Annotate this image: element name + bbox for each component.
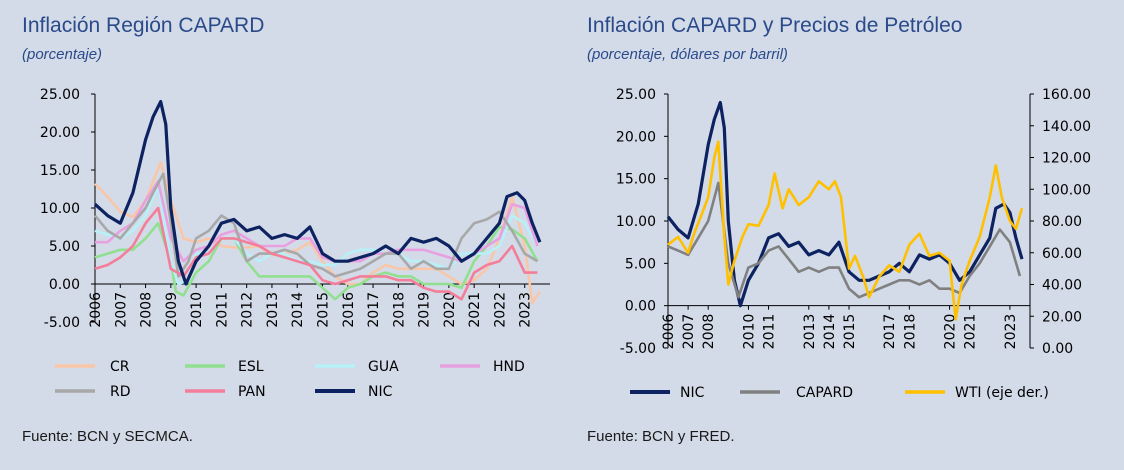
left-legend-label-pan: PAN: [238, 384, 266, 400]
left-series-pan: [94, 206, 538, 301]
left-chart-title: Inflación Región CAPARD: [22, 14, 265, 37]
right-y2-tick-label: 140.00: [1042, 119, 1091, 135]
left-series-nic: [93, 99, 542, 286]
left-x-tick-label: 2020: [442, 292, 458, 328]
left-x-tick-label: 2023: [518, 292, 534, 328]
left-y-tick-label: 10.00: [40, 201, 80, 217]
left-x-tick-label: 2021: [467, 292, 483, 328]
left-x-tick-label: 2017: [366, 292, 382, 328]
left-series-esl: [94, 221, 539, 301]
right-x-tick-label: 2007: [681, 314, 697, 350]
right-y2-tick-label: 40.00: [1042, 278, 1082, 294]
right-y2-tick-label: 100.00: [1042, 182, 1091, 198]
left-legend-label-esl: ESL: [238, 359, 264, 375]
left-x-tick-label: 2006: [88, 292, 104, 328]
left-x-tick-label: 2009: [164, 292, 180, 328]
right-x-tick-label: 2020: [943, 314, 959, 350]
left-x-tick-label: 2022: [492, 292, 508, 328]
right-legend-label-capard: CAPARD: [796, 385, 853, 401]
right-y-tick-label: 20.00: [616, 129, 656, 145]
right-x-tick-label: 2011: [762, 314, 778, 350]
left-chart-subtitle: (porcentaje): [22, 46, 103, 63]
right-source-note: Fuente: BCN y FRED.: [587, 428, 735, 445]
left-y-tick-label: 15.00: [40, 163, 80, 179]
right-x-tick-label: 2018: [902, 314, 918, 350]
left-legend-label-hnd: HND: [493, 359, 525, 375]
left-x-tick-label: 2011: [214, 292, 230, 328]
left-series-rd: [93, 172, 539, 278]
right-y2-tick-label: 80.00: [1042, 214, 1082, 230]
right-x-tick-label: 2010: [741, 314, 757, 350]
left-y-tick-label: -5.00: [44, 315, 80, 331]
right-x-tick-label: 2017: [882, 314, 898, 350]
right-x-tick-label: 2013: [802, 314, 818, 350]
right-y-tick-label: 15.00: [616, 172, 656, 188]
right-x-tick-label: 2008: [701, 314, 717, 350]
right-legend-label-wti-eje-der: WTI (eje der.): [955, 385, 1049, 401]
right-y-tick-label: 10.00: [616, 214, 656, 230]
right-y-tick-label: -5.00: [620, 341, 656, 357]
left-y-tick-label: 20.00: [40, 125, 80, 141]
right-series-nic: [666, 100, 1024, 308]
left-x-tick-label: 2010: [189, 292, 205, 328]
right-y2-tick-label: 120.00: [1042, 151, 1091, 167]
left-legend-label-nic: NIC: [368, 384, 393, 400]
right-y2-tick-label: 0.00: [1042, 341, 1073, 357]
left-y-tick-label: 5.00: [49, 239, 80, 255]
left-legend-label-gua: GUA: [368, 359, 399, 375]
left-x-tick-label: 2013: [265, 292, 281, 328]
right-x-tick-label: 2015: [842, 314, 858, 350]
right-y-tick-label: 25.00: [616, 87, 656, 103]
right-y2-tick-label: 160.00: [1042, 87, 1091, 103]
left-x-tick-label: 2012: [240, 292, 256, 328]
left-x-tick-label: 2018: [391, 292, 407, 328]
right-x-tick-label: 2014: [822, 314, 838, 350]
left-series-cr: [94, 161, 541, 305]
right-y2-tick-label: 20.00: [1042, 309, 1082, 325]
right-y2-tick-label: 60.00: [1042, 246, 1082, 262]
right-legend-label-nic: NIC: [680, 385, 705, 401]
right-series-wti-eje-der: [667, 140, 1024, 321]
left-x-tick-label: 2019: [417, 292, 433, 328]
right-y-tick-label: 0.00: [625, 299, 656, 315]
right-x-tick-label: 2023: [1003, 314, 1019, 350]
left-source-note: Fuente: BCN y SECMCA.: [22, 428, 193, 445]
left-series-gua: [94, 183, 539, 286]
right-chart-subtitle: (porcentaje, dólares por barril): [587, 46, 788, 63]
left-x-tick-label: 2015: [316, 292, 332, 328]
left-legend-label-cr: CR: [110, 359, 130, 375]
left-x-tick-label: 2016: [341, 292, 357, 328]
left-y-tick-label: 0.00: [49, 277, 80, 293]
left-y-tick-label: 25.00: [40, 87, 80, 103]
left-x-tick-label: 2007: [113, 292, 129, 328]
left-legend-label-rd: RD: [110, 384, 131, 400]
left-x-tick-label: 2014: [290, 292, 306, 328]
right-x-tick-label: 2006: [661, 314, 677, 350]
left-x-tick-label: 2008: [139, 292, 155, 328]
right-x-tick-label: 2021: [963, 314, 979, 350]
right-chart-title: Inflación CAPARD y Precios de Petróleo: [587, 14, 963, 37]
right-y-tick-label: 5.00: [625, 256, 656, 272]
